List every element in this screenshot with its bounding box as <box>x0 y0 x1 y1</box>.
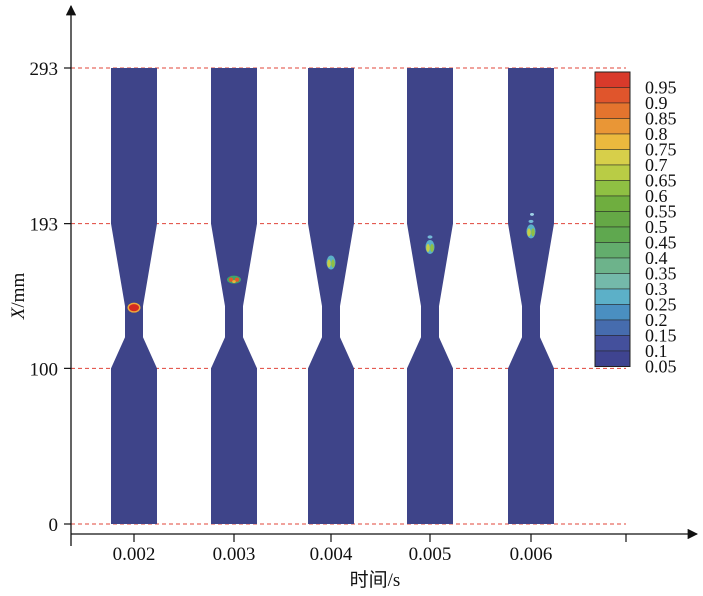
colorbar-swatch <box>594 87 631 104</box>
colorbar-label: 0.6 <box>645 186 668 206</box>
colorbar-swatch <box>594 180 631 197</box>
y-axis-label-unit: /mm <box>8 273 29 308</box>
colorbar-swatch <box>594 335 631 352</box>
colorbar-swatch <box>594 304 631 321</box>
colorbar-label: 0.75 <box>645 140 677 160</box>
colorbar-swatch <box>594 242 631 259</box>
hotspot-0.006 <box>526 213 536 239</box>
colorbar-swatch <box>594 133 631 150</box>
colorbar-frame <box>594 71 631 367</box>
colorbar-label: 0.05 <box>645 357 677 377</box>
x-tick-label: 0.005 <box>409 544 452 565</box>
colorbar-label: 0.2 <box>645 310 668 330</box>
x-axis-label: 时间/s <box>350 569 401 591</box>
colorbar-label: 0.9 <box>645 93 668 113</box>
colorbar-label: 0.7 <box>645 155 668 175</box>
colorbar-label: 0.8 <box>645 124 668 144</box>
x-ticks: 0.002 0.003 0.004 0.005 0.006 <box>113 534 627 565</box>
specimen-0.005 <box>407 68 453 524</box>
colorbar-swatch <box>594 273 631 290</box>
colorbar-swatch <box>594 195 631 212</box>
colorbar-swatch <box>594 71 631 88</box>
axes <box>65 4 699 546</box>
colorbar-label: 0.4 <box>645 248 668 268</box>
colorbar-swatch <box>594 226 631 243</box>
y-ticks: 0 100 193 293 <box>30 59 71 536</box>
colorbar: 0.950.90.850.80.750.70.650.60.550.50.450… <box>594 71 677 377</box>
colorbar-swatch <box>594 288 631 305</box>
y-axis-label-var: X <box>8 306 29 320</box>
colorbar-label: 0.5 <box>645 217 668 237</box>
colorbar-swatch <box>594 350 631 367</box>
colorbar-swatch <box>594 257 631 274</box>
y-tick-label: 100 <box>30 359 59 380</box>
colorbar-label: 0.1 <box>645 341 668 361</box>
y-tick-label: 193 <box>30 215 59 236</box>
y-axis-label: X/mm <box>8 273 29 321</box>
x-tick-label: 0.004 <box>310 544 353 565</box>
colorbar-swatch <box>594 149 631 166</box>
specimen-0.004 <box>308 68 354 524</box>
specimen-0.003 <box>211 68 257 524</box>
x-tick-label: 0.003 <box>213 544 256 565</box>
colorbar-swatch <box>594 211 631 228</box>
colorbar-label: 0.15 <box>645 326 677 346</box>
hotspot-0.002 <box>127 302 141 313</box>
hotspot-0.004 <box>326 255 336 270</box>
specimen-0.002 <box>111 68 157 524</box>
x-tick-label: 0.002 <box>113 544 156 565</box>
colorbar-swatch <box>594 102 631 119</box>
x-tick-label: 0.006 <box>510 544 553 565</box>
colorbar-label: 0.3 <box>645 279 668 299</box>
y-tick-label: 293 <box>30 59 59 80</box>
hotspot-0.005 <box>425 235 435 254</box>
colorbar-swatch <box>594 118 631 135</box>
hotspot-0.003 <box>227 275 241 284</box>
colorbar-label: 0.85 <box>645 109 677 129</box>
colorbar-swatch <box>594 164 631 181</box>
colorbar-label: 0.25 <box>645 295 677 315</box>
colorbar-label: 0.65 <box>645 171 677 191</box>
colorbar-swatch <box>594 319 631 336</box>
y-tick-label: 0 <box>49 515 59 536</box>
specimen-0.006 <box>508 68 554 524</box>
colorbar-label: 0.55 <box>645 202 677 222</box>
colorbar-label: 0.95 <box>645 78 677 98</box>
colorbar-label: 0.45 <box>645 233 677 253</box>
specimens <box>111 68 554 524</box>
colorbar-label: 0.35 <box>645 264 677 284</box>
